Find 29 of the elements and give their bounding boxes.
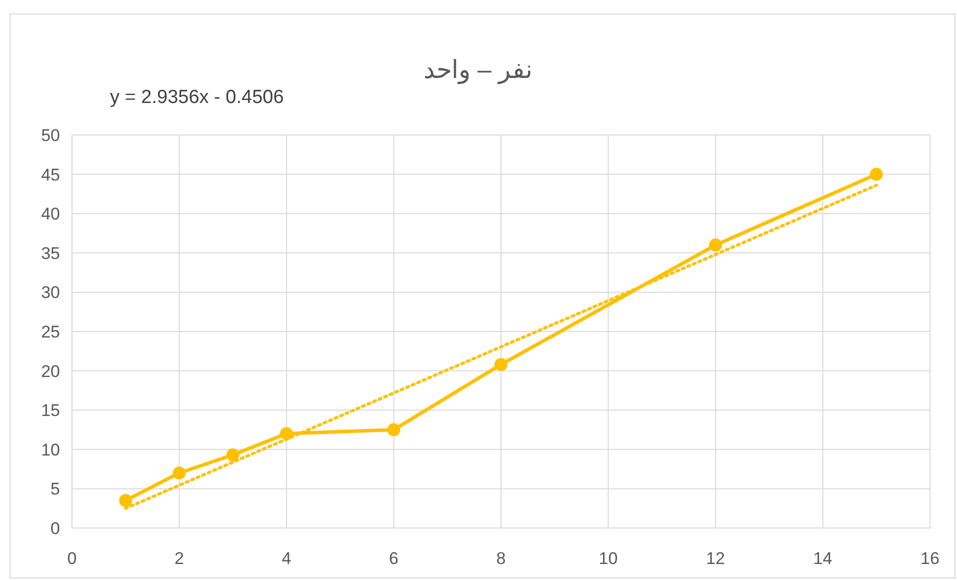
point — [494, 358, 508, 372]
point — [870, 168, 883, 181]
y-tick-label: 40 — [41, 204, 60, 224]
y-tick-label: 0 — [50, 519, 60, 538]
point — [119, 494, 132, 507]
y-tick-label: 25 — [41, 322, 60, 342]
y-tick-label: 35 — [41, 244, 60, 263]
x-tick-label: 0 — [67, 549, 77, 568]
y-tick-label: 45 — [41, 165, 60, 184]
point — [387, 423, 400, 436]
y-tick-label: 30 — [41, 283, 60, 302]
y-tick-label: 10 — [41, 440, 60, 460]
point — [226, 448, 240, 462]
x-tick-label: 8 — [496, 549, 506, 568]
chart-title: نفر – واحد — [424, 56, 532, 85]
x-tick-label: 10 — [598, 549, 618, 568]
point — [709, 238, 722, 252]
x-tick-label: 4 — [282, 549, 292, 568]
x-tick-label: 6 — [389, 549, 398, 568]
point — [172, 466, 186, 480]
y-tick-label: 5 — [50, 480, 60, 499]
x-tick-label: 16 — [920, 549, 940, 568]
y-tick-label: 15 — [41, 401, 60, 420]
x-tick-label: 14 — [813, 549, 832, 568]
text: y = 2.9356x - 0.4506 — [110, 87, 284, 108]
x-tick-label: 2 — [174, 549, 184, 568]
y-tick-label: 20 — [41, 362, 60, 381]
x-tick-label: 12 — [706, 549, 725, 568]
y-tick-label: 50 — [41, 126, 60, 145]
